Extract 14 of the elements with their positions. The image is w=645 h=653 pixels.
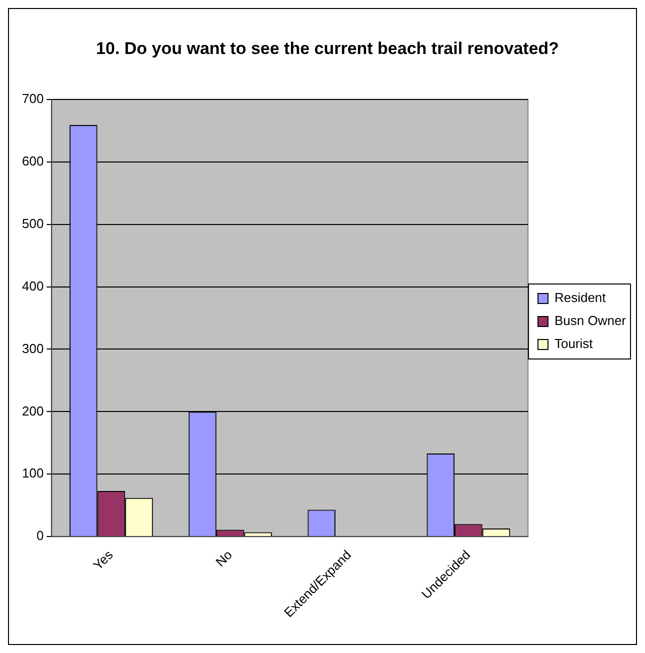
y-tick-label: 500 — [22, 216, 44, 231]
y-tick-label: 0 — [36, 528, 44, 544]
y-tick-label: 300 — [22, 340, 44, 356]
y-tick-label: 700 — [22, 90, 44, 106]
x-tick-label: No — [212, 547, 235, 570]
y-tick-label: 600 — [22, 153, 44, 168]
x-tick-label: Yes — [90, 546, 116, 573]
y-tick-label: 200 — [22, 403, 44, 418]
legend-label: Busn Owner — [554, 313, 627, 328]
legend-label: Resident — [554, 290, 606, 306]
y-tick-label: 100 — [22, 466, 44, 481]
y-tick-label: 400 — [22, 278, 44, 294]
legend-label: Tourist — [554, 336, 594, 352]
chart-title: 10. Do you want to see the current beach trail renovated? — [96, 38, 559, 58]
